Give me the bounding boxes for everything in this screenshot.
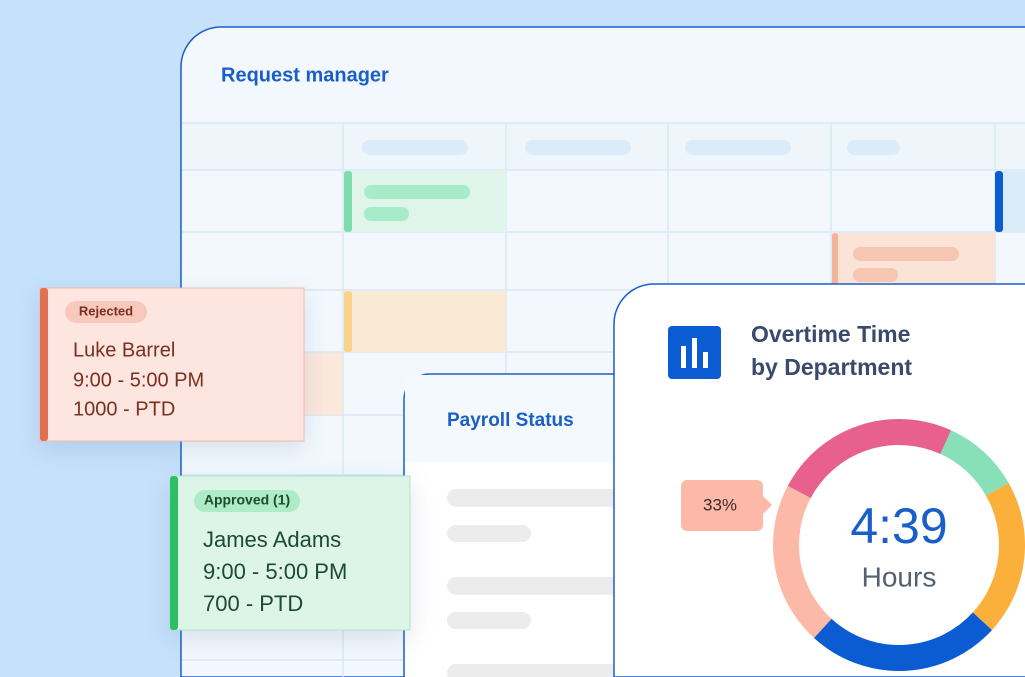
payroll-title: Payroll Status [447, 410, 574, 431]
overtime-title: Overtime Time [751, 321, 910, 347]
payroll-panel: Payroll Status [403, 373, 641, 677]
overtime-panel: Overtime Time by Department 33% 4:39 Hou… [613, 283, 1025, 677]
donut-segment [773, 485, 832, 639]
donut-segment [972, 482, 1025, 630]
balance: 1000 - PTD [73, 398, 175, 420]
donut-segment [814, 612, 993, 671]
panel-title: Request manager [221, 64, 389, 86]
status-badge: Rejected [79, 303, 133, 318]
callout-label: 33% [703, 495, 737, 514]
center-value: 4:39 [850, 498, 947, 554]
shift-time: 9:00 - 5:00 PM [203, 559, 347, 584]
overtime-title: by Department [751, 354, 912, 380]
approved-card: Approved (1) James Adams 9:00 - 5:00 PM … [169, 475, 411, 631]
balance: 700 - PTD [203, 591, 303, 616]
employee-name: James Adams [203, 527, 341, 552]
employee-name: Luke Barrel [73, 339, 175, 361]
donut-segment [939, 430, 1009, 496]
status-badge: Approved (1) [204, 492, 290, 508]
shift-time: 9:00 - 5:00 PM [73, 369, 204, 391]
center-unit: Hours [862, 561, 937, 592]
donut-segment [787, 419, 952, 499]
rejected-card: Rejected Luke Barrel 9:00 - 5:00 PM 1000… [39, 287, 305, 442]
